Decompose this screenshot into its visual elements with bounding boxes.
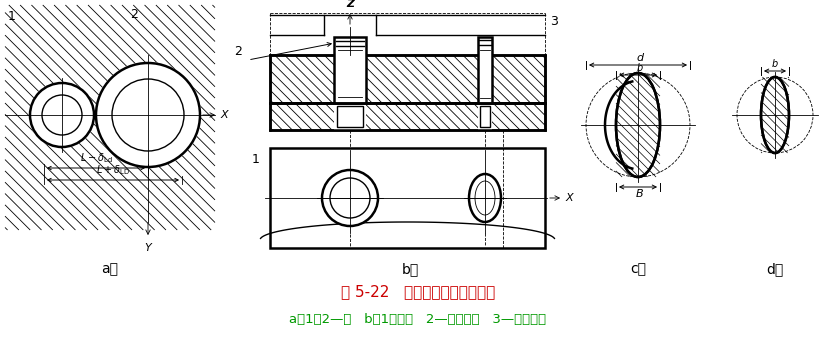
Ellipse shape — [615, 73, 660, 177]
Bar — [477, 37, 492, 103]
Bar — [477, 54, 492, 104]
Bar — [270, 148, 544, 248]
Text: b: b — [771, 59, 777, 69]
Text: B: B — [635, 189, 643, 199]
Bar — [334, 54, 365, 104]
Circle shape — [585, 73, 689, 177]
Text: X: X — [564, 193, 572, 203]
Text: Y: Y — [145, 243, 151, 253]
Circle shape — [95, 63, 201, 167]
Circle shape — [737, 77, 812, 153]
Text: 图 5-22   一面两孔组合定位情况: 图 5-22 一面两孔组合定位情况 — [340, 284, 495, 299]
Text: $L+\delta_{\rm LD}$: $L+\delta_{\rm LD}$ — [96, 163, 130, 177]
Text: 1: 1 — [8, 10, 16, 23]
Text: c）: c） — [630, 262, 645, 276]
Bar — [270, 55, 544, 103]
Circle shape — [322, 170, 378, 226]
Text: X: X — [220, 110, 227, 120]
Ellipse shape — [760, 77, 788, 153]
Text: a）: a） — [101, 262, 119, 276]
Text: 2: 2 — [130, 8, 138, 21]
Ellipse shape — [468, 174, 501, 222]
Text: 1: 1 — [252, 153, 259, 166]
Text: Z: Z — [345, 0, 354, 9]
Text: b: b — [636, 63, 642, 73]
Bar — [334, 103, 365, 130]
Text: d）: d） — [766, 262, 782, 276]
Bar — [270, 103, 544, 130]
Bar — [334, 37, 365, 103]
Text: 3: 3 — [549, 15, 558, 28]
Text: $L-\delta_{\rm Ld}$: $L-\delta_{\rm Ld}$ — [79, 151, 112, 165]
Text: a）1、2—孔   b）1一平面   2—短圆柱销   3—短削边销: a）1、2—孔 b）1一平面 2—短圆柱销 3—短削边销 — [289, 313, 546, 326]
Bar — [337, 106, 363, 127]
Bar — [477, 103, 492, 130]
Bar — [479, 106, 489, 127]
Text: 2: 2 — [234, 45, 242, 58]
Circle shape — [29, 82, 94, 148]
Text: b）: b） — [401, 262, 418, 276]
Text: d: d — [635, 53, 643, 63]
